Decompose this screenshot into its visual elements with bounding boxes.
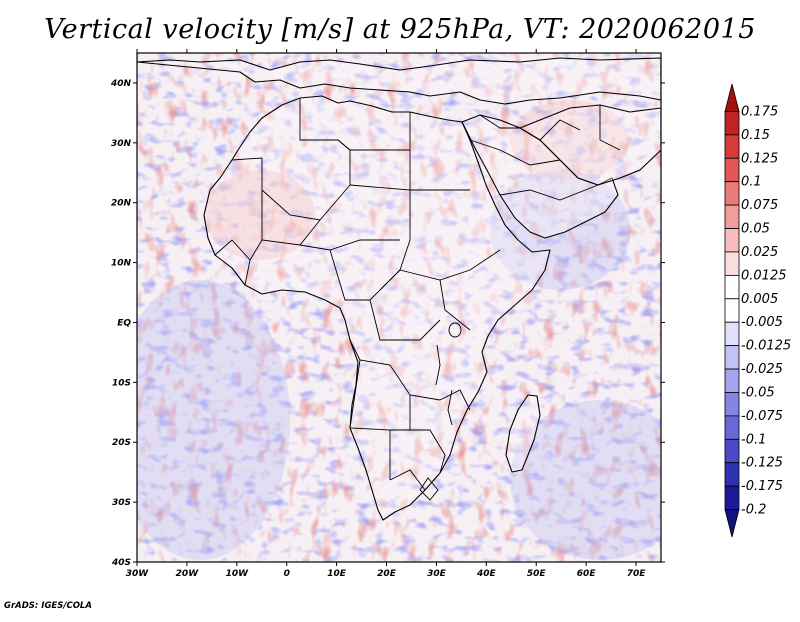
lon-label: 10W xyxy=(226,569,250,579)
colorbar-swatch xyxy=(724,251,740,276)
colorbar-swatch xyxy=(724,111,740,136)
colorbar-swatch xyxy=(724,134,740,159)
colorbar-label: -0.005 xyxy=(741,315,783,330)
map-title: Vertical velocity [m/s] at 925hPa, VT: 2… xyxy=(44,14,756,45)
colorbar-swatch xyxy=(724,274,740,300)
colorbar-swatch xyxy=(724,298,740,323)
lat-label: 40N xyxy=(110,79,132,89)
longitude-axis: 30W 20W 10W 0 10E 20E 30E 40E 50E 60E 70E xyxy=(126,49,646,579)
lon-label: 60E xyxy=(577,569,597,579)
colorbar-swatch xyxy=(724,438,740,464)
colorbar-label: -0.175 xyxy=(741,479,783,494)
lat-label: 20N xyxy=(111,199,132,209)
colorbar: 0.175 0.15 0.125 0.1 0.075 0.05 0.025 0.0125 0.0… xyxy=(724,83,791,538)
map-frame xyxy=(136,52,662,563)
colorbar-label: -0.025 xyxy=(741,362,783,377)
colorbar-label: -0.2 xyxy=(741,503,766,518)
colorbar-label: 0.0125 xyxy=(741,268,787,283)
colorbar-swatch xyxy=(724,181,740,206)
lat-label: 30N xyxy=(111,139,132,149)
lon-label: 0 xyxy=(284,569,290,579)
colorbar-label: -0.05 xyxy=(741,385,775,400)
lon-label: 40E xyxy=(476,569,497,579)
colorbar-label: -0.075 xyxy=(741,409,783,424)
colorbar-label: 0.1 xyxy=(741,175,762,190)
lat-label: 30S xyxy=(112,498,131,508)
colorbar-swatch xyxy=(724,345,740,370)
colorbar-swatch xyxy=(724,368,740,393)
colorbar-swatch xyxy=(724,392,740,417)
colorbar-swatch xyxy=(724,509,740,538)
colorbar-label: 0.05 xyxy=(741,222,770,237)
lon-label: 50E xyxy=(527,569,547,579)
colorbar-swatch xyxy=(724,462,740,487)
africa-outline xyxy=(203,95,551,521)
colorbar-label: -0.1 xyxy=(741,432,766,447)
colorbar-label: 0.075 xyxy=(741,198,778,213)
colorbar-swatch xyxy=(724,204,740,229)
lon-label: 20E xyxy=(377,569,397,579)
madagascar-outline xyxy=(505,394,541,473)
colorbar-label: 0.125 xyxy=(741,151,778,166)
vertical-velocity-field xyxy=(137,53,661,562)
colorbar-label: 0.175 xyxy=(741,104,778,119)
lat-label: 20S xyxy=(112,438,131,448)
latitude-axis: 40S 30S 20S 10S EQ 10N 20N 30N 40N xyxy=(110,79,665,568)
colorbar-swatch xyxy=(724,485,740,510)
lat-label: 10S xyxy=(112,378,131,388)
colorbar-label: 0.025 xyxy=(741,245,778,260)
lon-label: 20W xyxy=(176,569,200,579)
colorbar-swatch xyxy=(724,228,740,253)
colorbar-label: 0.15 xyxy=(741,128,770,143)
colorbar-label: -0.0125 xyxy=(741,339,791,354)
colorbar-label: 0.005 xyxy=(741,292,778,307)
colorbar-swatch xyxy=(724,321,740,347)
lat-label: EQ xyxy=(117,318,131,328)
continent-outlines xyxy=(137,57,661,521)
lat-label: 10N xyxy=(111,259,132,269)
lon-label: 30E xyxy=(427,569,447,579)
lat-label: 40S xyxy=(111,558,131,568)
grads-credit: GrADS: IGES/COLA xyxy=(4,601,92,611)
colorbar-label: -0.125 xyxy=(741,456,783,471)
lon-label: 70E xyxy=(627,569,647,579)
lon-label: 10E xyxy=(327,569,347,579)
colorbar-swatch xyxy=(724,415,740,440)
colorbar-swatch xyxy=(724,83,740,112)
lon-label: 30W xyxy=(126,569,150,579)
europe-outline xyxy=(137,57,661,105)
colorbar-swatch xyxy=(724,157,740,183)
lakes xyxy=(435,322,462,426)
country-borders xyxy=(214,98,621,501)
